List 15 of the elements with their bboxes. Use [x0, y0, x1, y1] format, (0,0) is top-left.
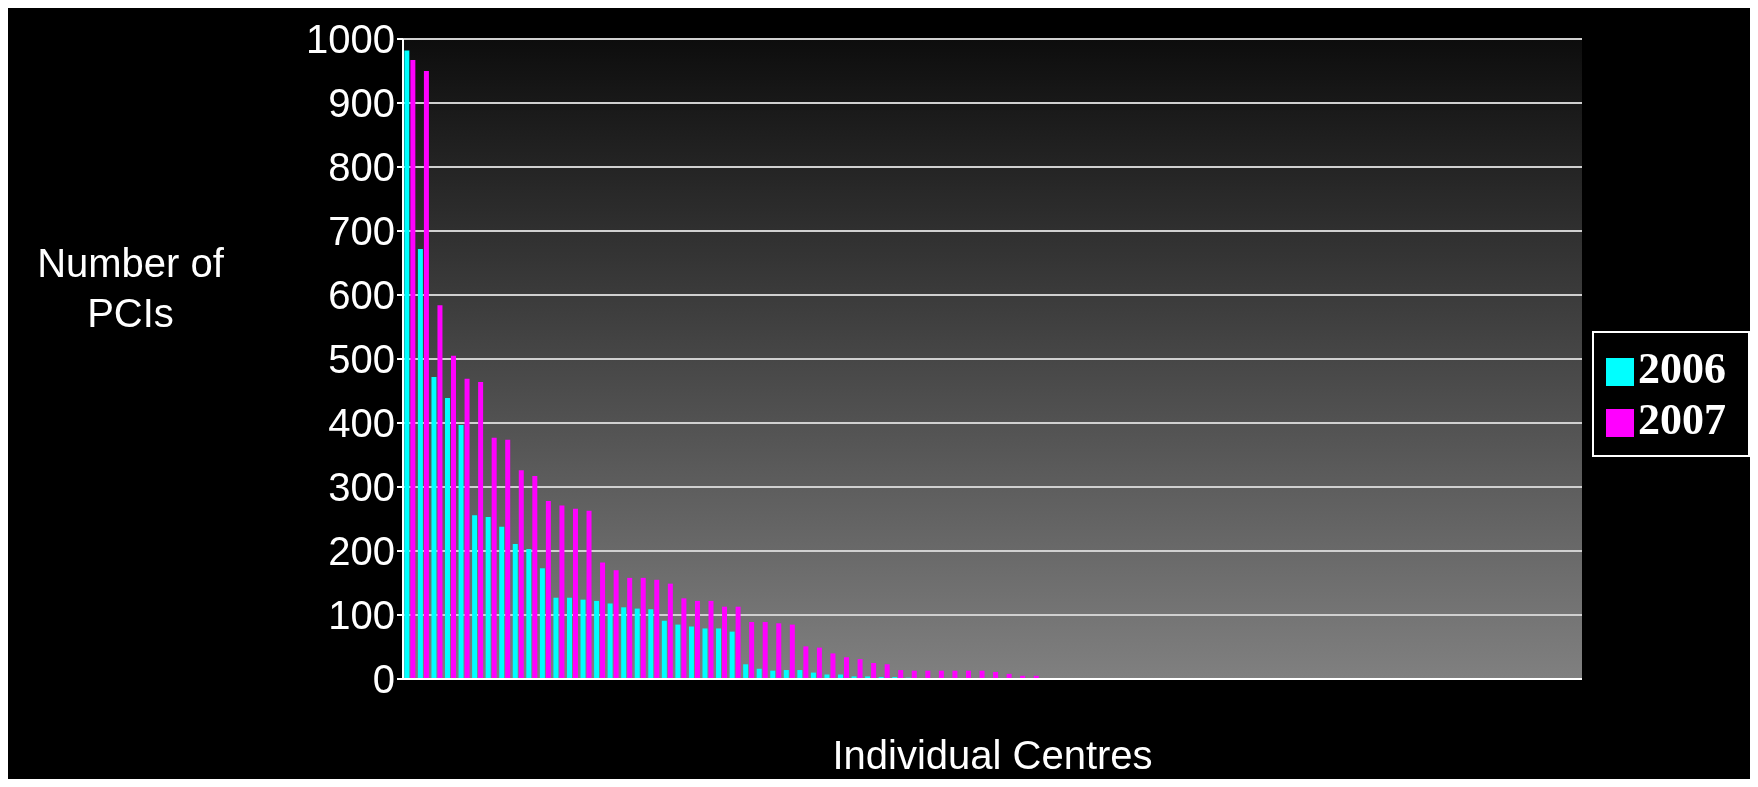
y-tick-label: 500	[328, 337, 395, 382]
y-tick-label: 600	[328, 273, 395, 318]
y-tick-label: 400	[328, 401, 395, 446]
y-tick-label: 900	[328, 81, 395, 126]
y-tick-label: 800	[328, 145, 395, 190]
legend-label: 2006	[1638, 343, 1726, 393]
y-tick-label: 100	[328, 593, 395, 638]
y-tick-label: 1000	[306, 17, 395, 62]
y-tick-label: 700	[328, 209, 395, 254]
legend-label: 2007	[1638, 394, 1726, 444]
y-tick-label: 200	[328, 529, 395, 574]
y-tick-label: 0	[372, 657, 395, 702]
y-axis-title: Number of PCIs	[36, 240, 225, 337]
y-tick-label: 300	[328, 465, 395, 510]
x-axis-title: Individual Centres	[832, 733, 1153, 777]
